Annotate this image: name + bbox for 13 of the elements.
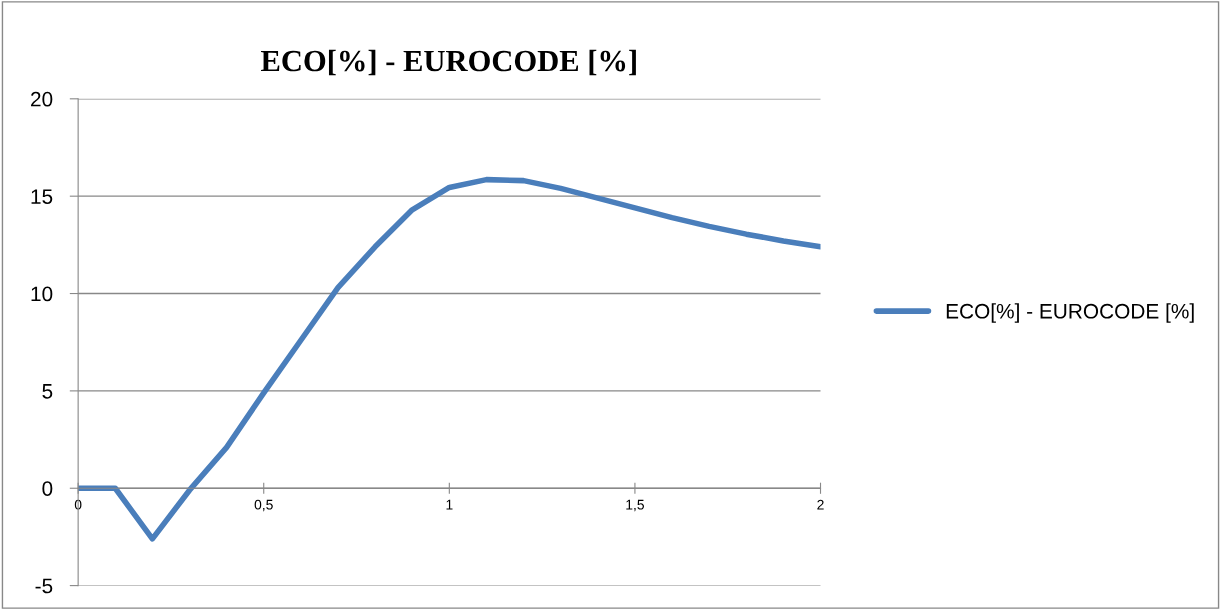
legend-label: ECO[%] - EUROCODE [%] — [946, 303, 1194, 323]
x-tick-label: 1,5 — [626, 499, 644, 512]
x-tick-label: 2 — [817, 499, 824, 510]
y-tick-label: -5 — [35, 578, 53, 594]
y-tick-label: 20 — [31, 91, 53, 107]
chart-title: ECO[%] - EUROCODE [%] — [261, 49, 636, 76]
x-tick-label: 1 — [446, 499, 453, 510]
y-tick-label: 15 — [31, 189, 53, 204]
x-tick-label: 0,5 — [254, 499, 273, 512]
x-tick-label: 0 — [74, 499, 82, 510]
y-tick-label: 10 — [31, 286, 53, 302]
y-tick-label: 5 — [42, 384, 53, 399]
y-tick-label: 0 — [42, 481, 53, 496]
